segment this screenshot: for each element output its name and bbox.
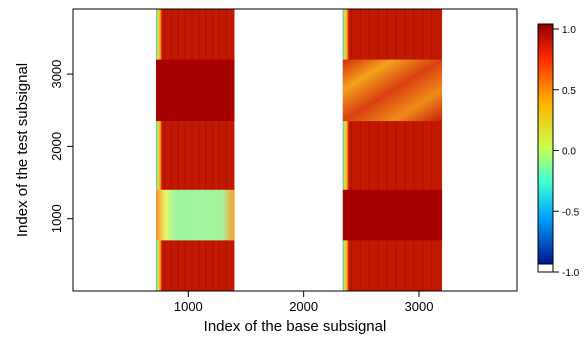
heatmap-band-stripe [191, 9, 193, 291]
heatmap-band-stripe [413, 9, 415, 291]
plot-frame [72, 8, 518, 292]
heatmap-region [156, 59, 235, 122]
heatmap-band-stripe [422, 9, 424, 291]
colorbar-ticks: 1.0 0.5 0.0 -0.5 -1.0 [553, 25, 580, 279]
heatmap-band-stripe [404, 9, 406, 291]
heatmap-region [156, 189, 235, 241]
x-axis: 1000 2000 3000 [174, 291, 434, 314]
heatmap-band-stripe [431, 9, 433, 291]
colorbar-tick-label: 0.0 [562, 147, 576, 158]
y-tick-label: 1000 [49, 204, 64, 233]
heatmap-band-stripe [198, 9, 200, 291]
y-tick-label: 3000 [49, 60, 64, 89]
x-tick-label: 3000 [405, 299, 434, 314]
x-tick-label: 2000 [289, 299, 318, 314]
heatmap-region [342, 189, 443, 241]
heatmap-band-stripe [225, 9, 227, 291]
x-axis-title: Index of the base subsignal [204, 318, 387, 335]
heatmap-band-stripe [395, 9, 397, 291]
heatmap-band-stripe [359, 9, 361, 291]
heatmap-band-stripe [368, 9, 370, 291]
heatmap-region [342, 59, 443, 122]
heatmap-region [342, 9, 443, 291]
heatmap-band-stripe [377, 9, 379, 291]
heatmap-band-stripe [170, 9, 173, 291]
heatmap-band-stripe [177, 9, 179, 291]
heatmap-band-stripe [184, 9, 186, 291]
colorbar-tick-label: -0.5 [562, 207, 580, 218]
heatmap-band-stripe [211, 9, 214, 291]
plot-area [72, 8, 518, 292]
heatmap-band-stripe [386, 9, 388, 291]
y-tick-label: 2000 [49, 132, 64, 161]
colorbar-tick-label: 1.0 [562, 25, 576, 36]
colorbar-tick-label: -1.0 [562, 268, 580, 279]
heatmap-region [156, 9, 235, 291]
heatmap-band-stripe [350, 9, 353, 291]
y-axis-title: Index of the test subsignal [14, 63, 31, 237]
colorbar-tick-label: 0.5 [562, 86, 576, 97]
heatmap-band-edge [156, 9, 163, 291]
heatmap-band-stripe [205, 9, 207, 291]
colorbar-null-swatch [537, 263, 554, 273]
heatmap-band-stripe [164, 9, 166, 291]
y-axis: 1000 2000 3000 [49, 60, 73, 233]
heatmap-band-edge [342, 9, 349, 291]
heatmap-band-stripe [218, 9, 220, 291]
heatmap-cells [156, 9, 443, 291]
colorbar-gradient [537, 23, 554, 272]
plot-background [73, 9, 517, 291]
x-tick-label: 1000 [174, 299, 203, 314]
colorbar: 1.0 0.5 0.0 -0.5 -1.0 [537, 23, 580, 279]
